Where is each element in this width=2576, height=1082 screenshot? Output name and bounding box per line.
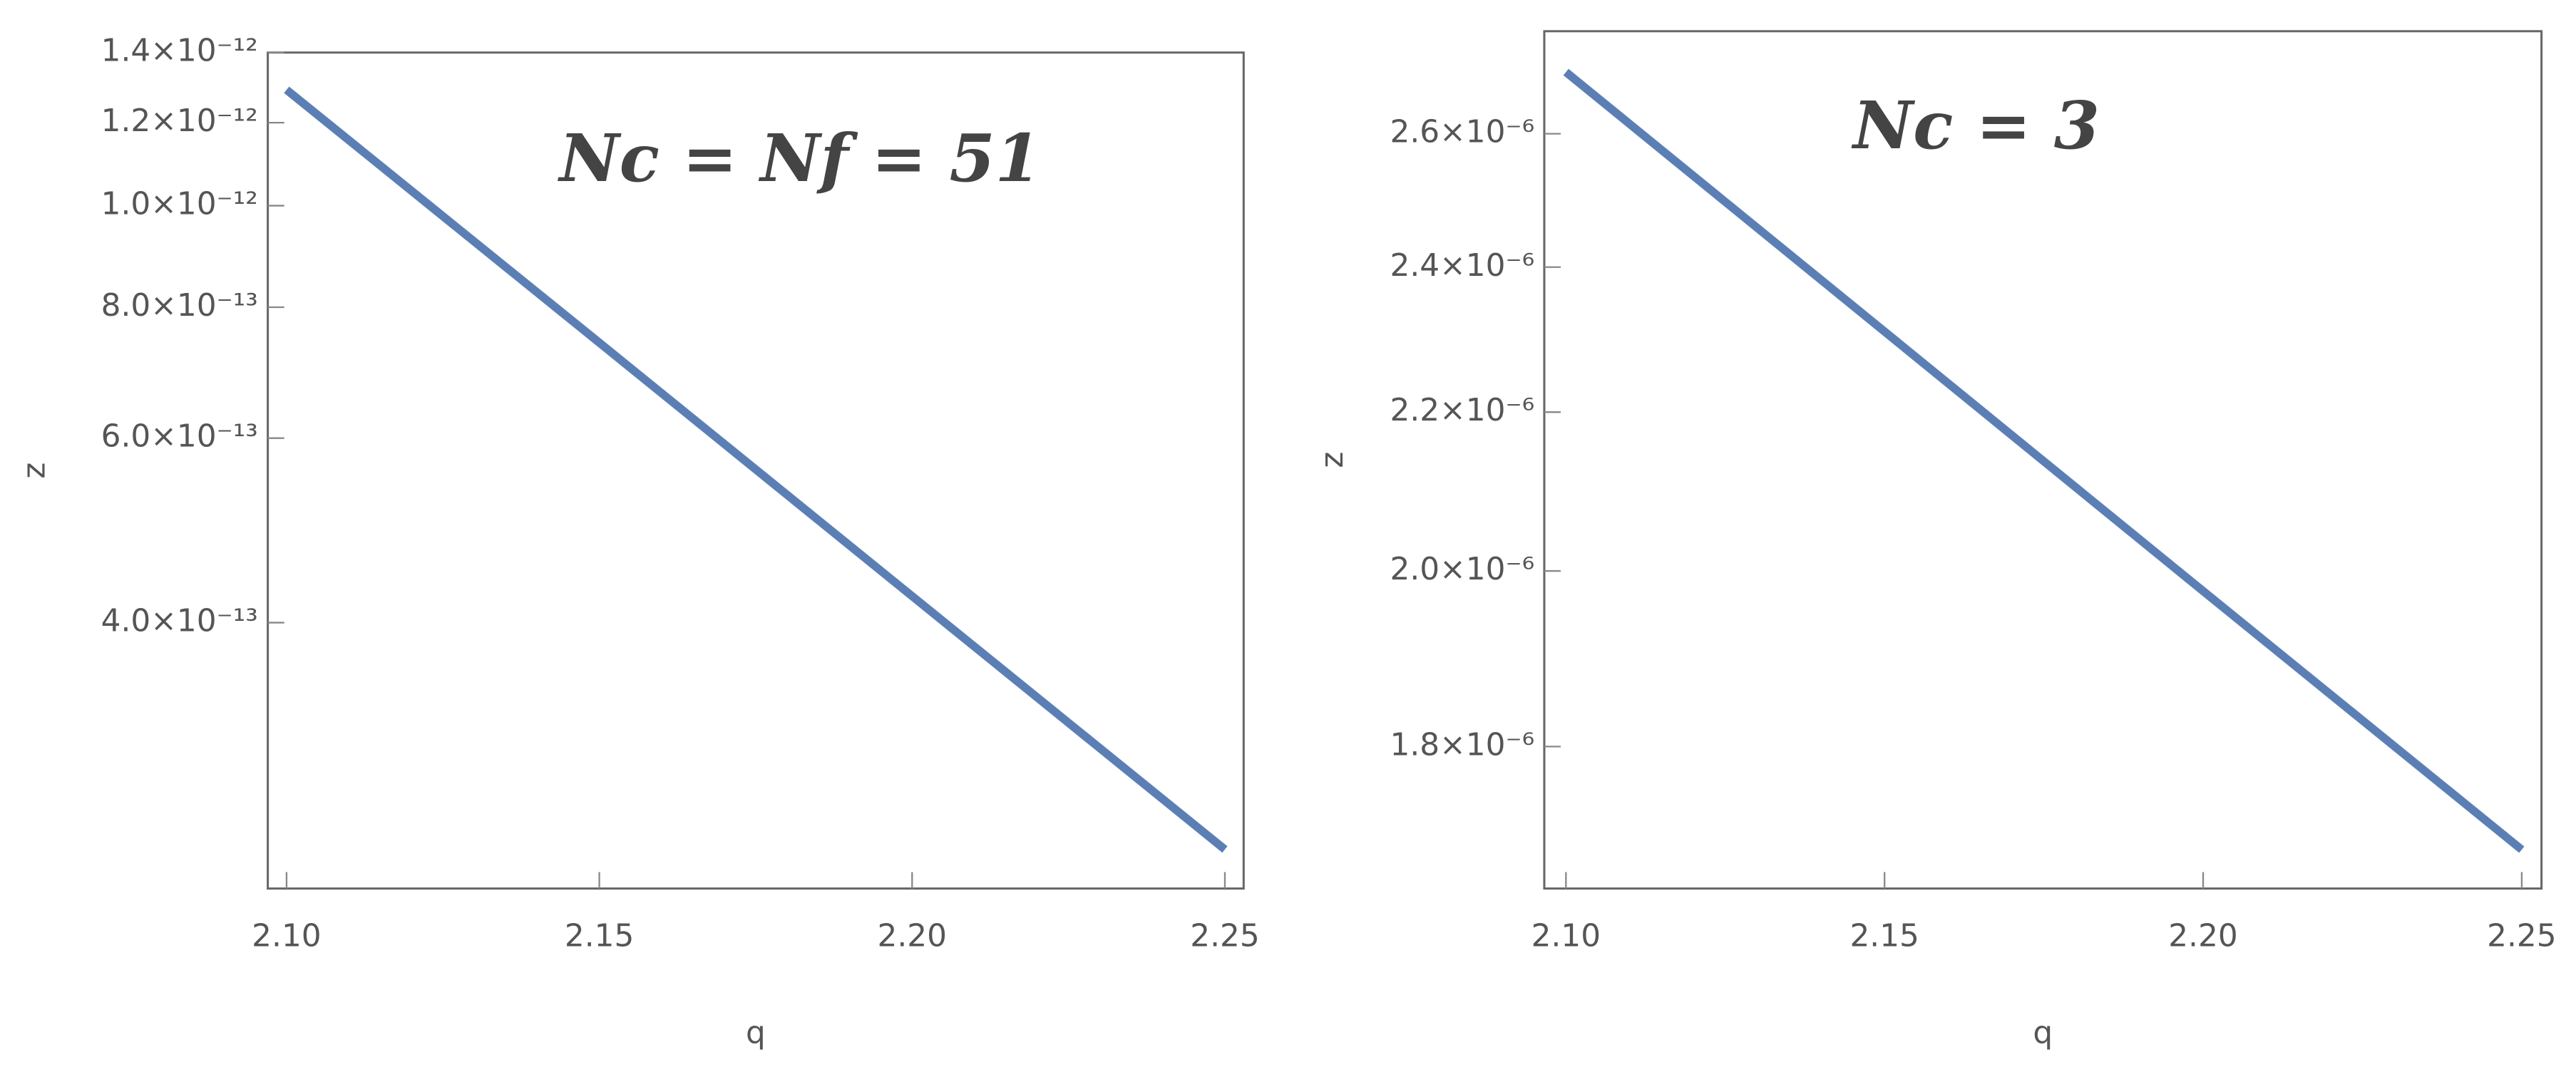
y-tick-label: 8.0×10⁻¹³ (101, 287, 258, 324)
x-tick-label: 2.10 (252, 918, 321, 954)
y-tick-label: 2.0×10⁻⁶ (1390, 551, 1535, 587)
data-line (1563, 68, 2525, 853)
x-axis-label: q (746, 1015, 766, 1051)
y-tick-label: 1.4×10⁻¹² (101, 33, 258, 69)
y-tick-label: 6.0×10⁻¹³ (101, 418, 258, 455)
plot-frame (267, 51, 1245, 890)
plot-frame (1543, 30, 2543, 890)
y-tick-label: 1.0×10⁻¹² (101, 186, 258, 222)
x-tick-label: 2.20 (2168, 918, 2237, 954)
y-tick-label: 4.0×10⁻¹³ (101, 603, 258, 639)
y-tick-label: 2.6×10⁻⁶ (1390, 114, 1535, 150)
y-axis-label: z (1314, 452, 1350, 468)
x-tick-label: 2.20 (878, 918, 947, 954)
x-axis-label: q (2033, 1015, 2053, 1051)
data-line (284, 86, 1228, 853)
annotation: Nc = Nf = 51 (558, 119, 1041, 197)
y-tick-label: 1.2×10⁻¹² (101, 103, 258, 139)
y-axis-label: z (16, 463, 53, 479)
y-tick-label: 1.8×10⁻⁶ (1390, 726, 1535, 763)
y-tick-label: 2.4×10⁻⁶ (1390, 247, 1535, 284)
y-tick-label: 2.2×10⁻⁶ (1390, 392, 1535, 428)
x-tick-label: 2.15 (1849, 918, 1919, 954)
x-tick-label: 2.15 (565, 918, 634, 954)
x-tick-label: 2.25 (2487, 918, 2556, 954)
x-tick-label: 2.10 (1531, 918, 1601, 954)
x-tick-label: 2.25 (1190, 918, 1259, 954)
annotation: Nc = 3 (1851, 86, 2100, 164)
